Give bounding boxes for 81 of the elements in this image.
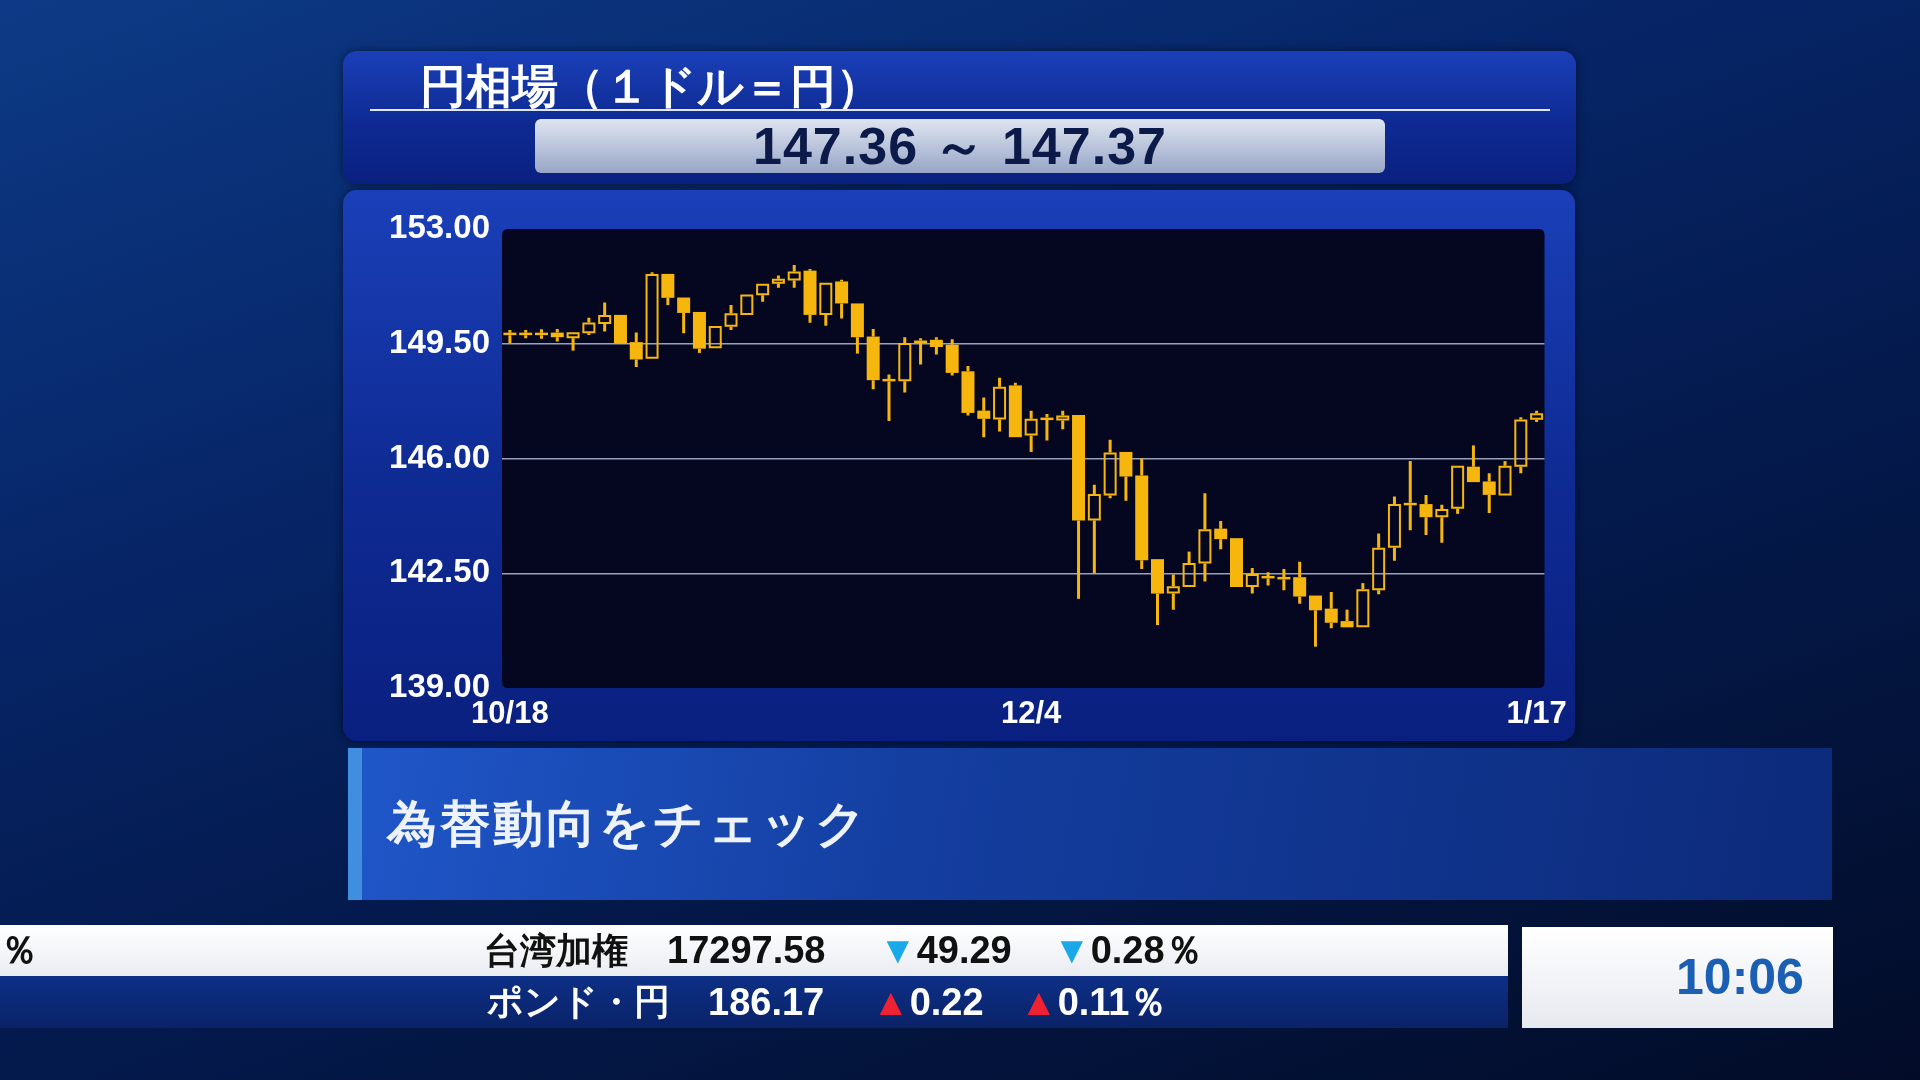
text: ポンド・円 (487, 980, 670, 1024)
x-tick-label: 12/4 (1000, 695, 1063, 731)
text: ▲0.22 (872, 980, 984, 1025)
candlestick (1056, 410, 1070, 430)
text: ▼0.28％ (1053, 928, 1203, 973)
candlestick (1182, 551, 1196, 588)
candlestick (1308, 595, 1322, 647)
candlestick (661, 273, 675, 307)
y-tick-label: 142.50 (389, 552, 490, 590)
candlestick (819, 282, 833, 326)
y-tick-label: 153.00 (389, 208, 490, 246)
candlestick (977, 397, 991, 438)
candlestick (771, 275, 785, 288)
candlestick (692, 311, 706, 353)
candlestick (961, 366, 975, 416)
candlestick (898, 337, 912, 393)
chart-subtitle: 147.36 ～ 147.37 (753, 117, 1167, 175)
candlestick (1229, 538, 1243, 588)
text: ％ (0, 928, 38, 973)
candlestick (1356, 583, 1370, 628)
candlestick (1040, 413, 1054, 441)
text: 10:06 (1675, 948, 1805, 1007)
candlestick (598, 302, 612, 332)
text: 台湾加権 (484, 929, 628, 973)
candlestick (1277, 568, 1291, 591)
candlestick (724, 305, 738, 330)
candlestick (1419, 494, 1433, 535)
candlestick (803, 269, 817, 323)
text: 17297.58 (667, 928, 826, 973)
candlestick (519, 329, 533, 339)
candlestick (1198, 493, 1212, 582)
candlestick (1498, 461, 1512, 496)
candlestick (1135, 458, 1149, 569)
candlestick (566, 332, 580, 351)
candlestick (1087, 484, 1101, 574)
text: 為替動向をチェック (387, 794, 869, 855)
x-tick-label: 1/17 (1506, 695, 1567, 731)
candlestick (708, 326, 722, 349)
candlestick (1072, 414, 1086, 599)
candlestick (1293, 561, 1307, 604)
candlestick (1024, 410, 1038, 452)
candlestick (677, 297, 691, 334)
candlestick (914, 338, 928, 365)
candlestick (534, 329, 548, 339)
chart-title: 円相場（１ドル＝円） (420, 58, 882, 115)
y-tick-label: 146.00 (389, 437, 490, 475)
candlestick (503, 329, 517, 344)
candlestick (787, 265, 801, 288)
candlestick (1166, 574, 1180, 610)
candlestick (1340, 609, 1354, 628)
candlestick (929, 337, 943, 355)
candlestick (1324, 591, 1338, 629)
candlestick (629, 332, 643, 368)
candlestick (756, 283, 770, 302)
text: 186.17 (708, 980, 825, 1025)
candlestick (582, 317, 596, 335)
candlestick (1482, 473, 1496, 513)
candlestick (835, 279, 849, 319)
candlestick (1261, 572, 1275, 586)
text: ▼49.29 (879, 928, 1012, 973)
candlestick (1466, 445, 1480, 483)
y-tick-label: 149.50 (389, 322, 490, 360)
candlestick (645, 272, 659, 359)
candlestick (1403, 461, 1417, 531)
candlestick (1451, 465, 1465, 514)
candlestick (613, 314, 627, 344)
candlestick (740, 294, 754, 315)
candlestick (1151, 559, 1165, 627)
candlestick (1119, 451, 1133, 501)
candlestick (866, 329, 880, 390)
candlestick (1372, 533, 1386, 595)
candlestick (1103, 439, 1117, 499)
candlestick (850, 303, 864, 354)
candlestick (945, 339, 959, 376)
candlestick (993, 377, 1007, 432)
candlestick (1435, 504, 1449, 543)
text: ▲0.11％ (1020, 980, 1168, 1025)
candlestick (882, 374, 896, 422)
candlestick (1214, 521, 1228, 550)
candlestick (1387, 496, 1401, 561)
candlestick (1245, 568, 1259, 594)
